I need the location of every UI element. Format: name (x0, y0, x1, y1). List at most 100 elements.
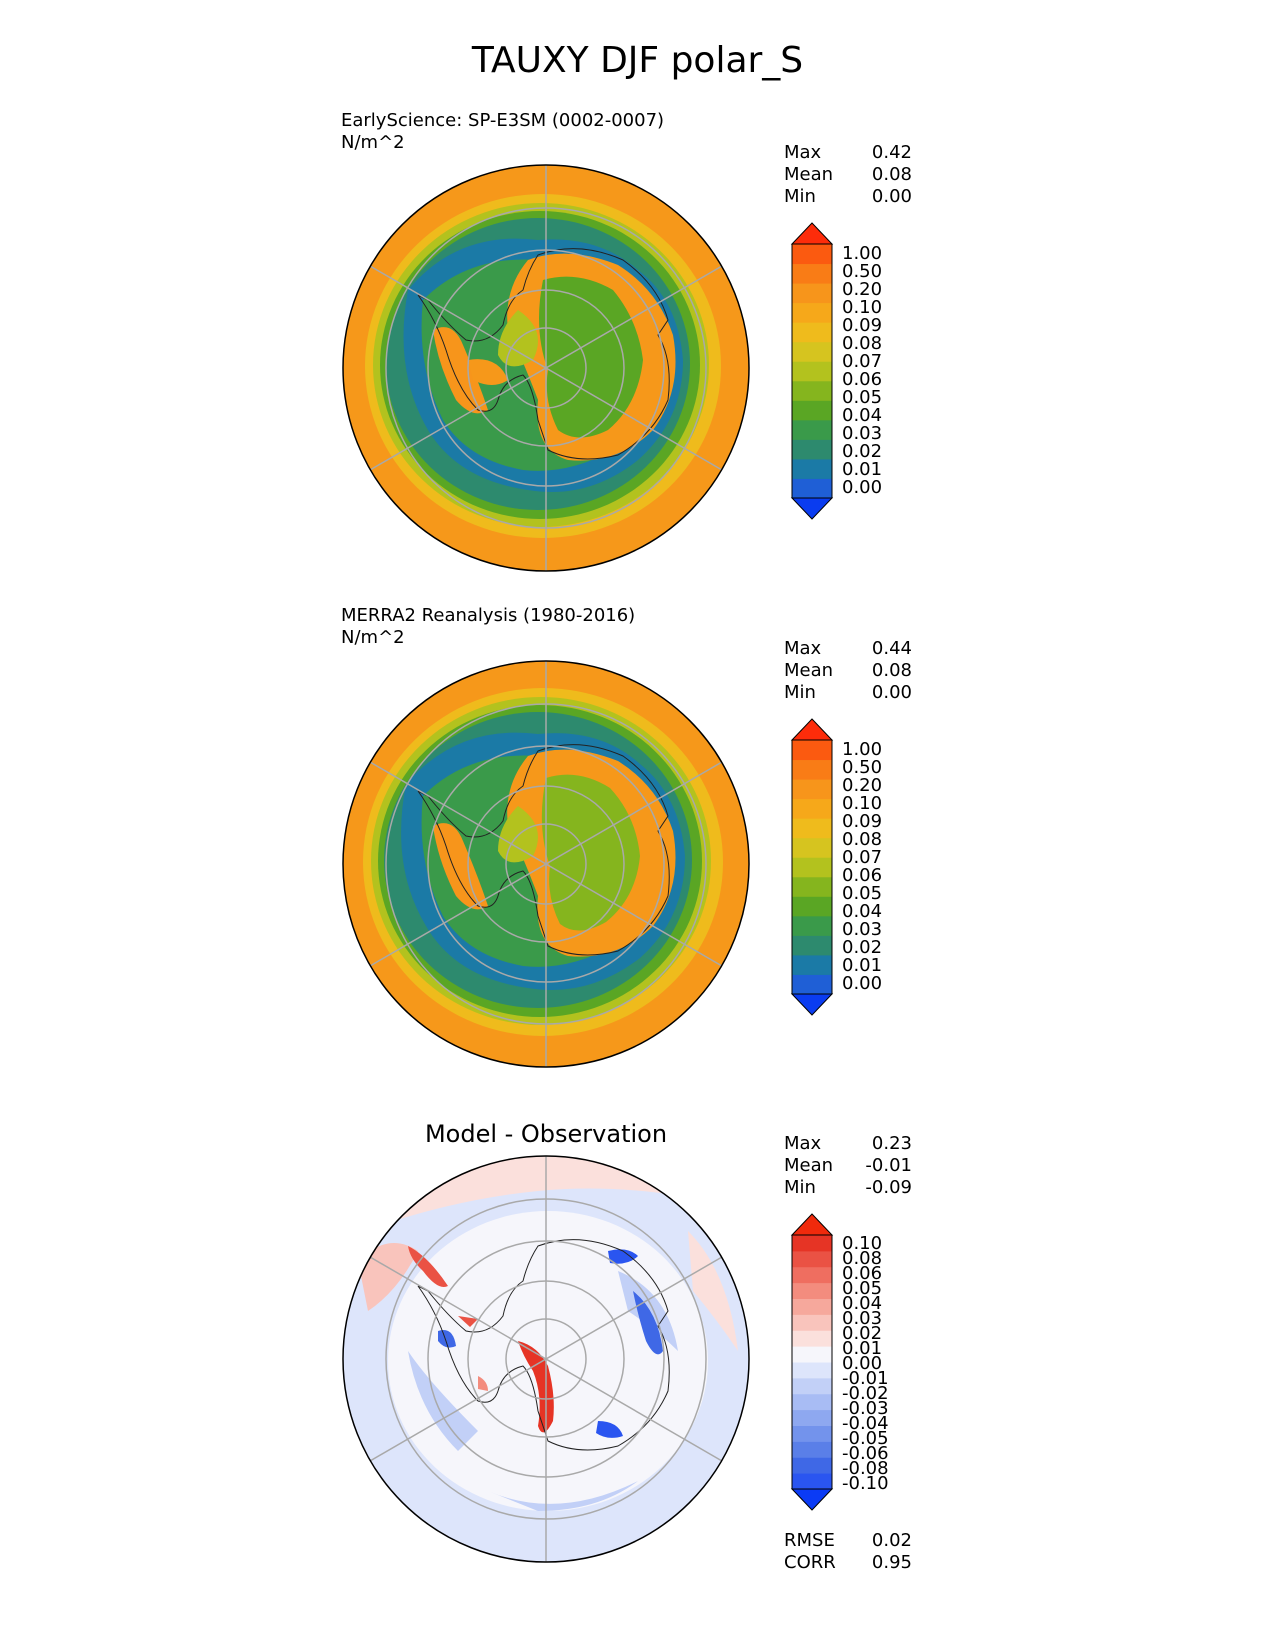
stat-value: 0.42 (871, 142, 912, 163)
colorbar-tick-label: 0.08 (842, 829, 883, 850)
colorbar-swatch (792, 857, 832, 878)
metric-value: 0.02 (871, 1530, 912, 1551)
colorbar-swatch (792, 302, 832, 323)
colorbar-extend-max (790, 718, 834, 741)
colorbar-swatch (792, 915, 832, 936)
stat-label: Min (784, 1177, 816, 1198)
stat-label: Mean (784, 1155, 834, 1176)
colorbar-swatch (792, 478, 832, 499)
panel-title-line: EarlyScience: SP-E3SM (0002-0007) (341, 110, 665, 131)
colorbar-tick-label: 0.06 (842, 1263, 883, 1284)
colorbar-tick-label: 0.00 (842, 973, 883, 994)
colorbar-tick-label: 0.08 (842, 333, 883, 354)
stat-value: 0.23 (871, 1133, 912, 1154)
colorbar-swatch (792, 1409, 832, 1426)
colorbar-swatch (792, 263, 832, 284)
diff-title: Model - Observation (424, 1120, 668, 1148)
stat-value: 0.44 (871, 638, 912, 659)
colorbar-tick-label: 0.05 (842, 883, 883, 904)
colorbar-swatch (792, 458, 832, 479)
colorbar-outline (791, 243, 833, 499)
colorbar-tick-label: 1.00 (842, 739, 883, 760)
colorbar-swatch (792, 1282, 832, 1299)
colorbar-test (790, 222, 834, 520)
colorbar-swatch (792, 1425, 832, 1442)
colorbar-ticks-diff: 0.10 0.08 0.06 0.05 0.04 0.03 0.02 0.01 0.00 -0.0… (842, 1233, 889, 1494)
colorbar-tick-label: 0.00 (842, 1353, 883, 1374)
colorbar-swatch (792, 322, 832, 343)
colorbar-swatch (792, 1330, 832, 1347)
colorbar-tick-label: 0.08 (842, 1248, 883, 1269)
colorbar-outline (791, 1234, 833, 1490)
colorbar-tick-label: 0.06 (842, 369, 883, 390)
colorbar-extend-max (790, 222, 834, 245)
colorbar-tick-label: 0.20 (842, 775, 883, 796)
colorbar-tick-label: 0.02 (842, 937, 883, 958)
colorbar-swatch (792, 954, 832, 975)
stat-label: Max (784, 1133, 822, 1154)
colorbar-swatch (792, 1235, 832, 1252)
colorbar-outline (791, 739, 833, 995)
colorbar-swatch (792, 1266, 832, 1284)
colorbar-swatch (792, 779, 832, 800)
colorbar-tick-label: 0.03 (842, 919, 883, 940)
colorbar-tick-label: -0.02 (842, 1383, 889, 1404)
metric-label: RMSE (784, 1530, 835, 1551)
stat-value: -0.09 (865, 1177, 912, 1198)
panel-title-reference: MERRA2 Reanalysis (1980-2016) N/m^2 (341, 605, 635, 649)
colorbar-tick-label: 0.07 (842, 847, 883, 868)
metric-value: 0.95 (871, 1552, 912, 1573)
colorbar-tick-label: 0.50 (842, 757, 883, 778)
stat-value: 0.00 (871, 682, 912, 703)
stat-value: -0.01 (865, 1155, 912, 1176)
colorbar-swatch (792, 1362, 832, 1379)
colorbar-tick-label: 0.02 (842, 441, 883, 462)
stat-label: Mean (784, 660, 834, 681)
stats-test: Max 0.42 Mean 0.08 Min 0.00 (784, 142, 912, 208)
stat-label: Mean (784, 164, 834, 185)
colorbar-swatch (792, 798, 832, 819)
colorbar-tick-label: 0.00 (842, 477, 883, 498)
metric-label: CORR (784, 1552, 836, 1573)
colorbar-swatch (792, 283, 832, 304)
colorbar-swatch (792, 341, 832, 362)
colorbar-tick-label: 0.04 (842, 405, 883, 426)
colorbar-swatch (792, 419, 832, 440)
colorbar-tick-label: 0.10 (842, 1233, 883, 1254)
colorbar-swatch (792, 244, 832, 265)
panel-units: N/m^2 (341, 627, 405, 648)
colorbar-tick-label: 0.09 (842, 315, 883, 336)
colorbar-tick-label: -0.10 (842, 1473, 889, 1494)
colorbar-tick-label: 0.01 (842, 459, 883, 480)
colorbar-swatch (792, 1314, 832, 1331)
stat-label: Min (784, 682, 816, 703)
colorbar-tick-label: 0.01 (842, 1338, 883, 1359)
colorbar-swatch (792, 896, 832, 917)
colorbar-tick-label: 0.50 (842, 261, 883, 282)
colorbar-extend-min (790, 993, 834, 1016)
colorbar-swatch (792, 759, 832, 780)
colorbar-tick-label: 0.05 (842, 387, 883, 408)
stat-value: 0.08 (871, 660, 912, 681)
colorbar-tick-label: 0.05 (842, 1278, 883, 1299)
panel-title-test: EarlyScience: SP-E3SM (0002-0007) N/m^2 (341, 110, 664, 154)
colorbar-tick-label: 0.06 (842, 865, 883, 886)
colorbar-swatch (792, 1473, 832, 1490)
polar-map-test (342, 164, 750, 572)
colorbar-swatch (792, 1393, 832, 1411)
colorbar-swatch (792, 1346, 832, 1363)
colorbar-swatch (792, 361, 832, 382)
colorbar-swatch (792, 1457, 832, 1474)
stats-reference: Max 0.44 Mean 0.08 Min 0.00 (784, 638, 912, 704)
colorbar-swatch (792, 974, 832, 995)
colorbar-tick-label: 0.09 (842, 811, 883, 832)
colorbar-swatch (792, 1298, 832, 1315)
colorbar-tick-label: -0.06 (842, 1443, 889, 1464)
colorbar-extend-max (790, 1213, 834, 1236)
colorbar-tick-label: -0.01 (842, 1368, 889, 1389)
colorbar-swatch (792, 1441, 832, 1458)
colorbar-tick-label: -0.05 (842, 1428, 889, 1449)
colorbar-swatch (792, 1250, 832, 1268)
colorbar-tick-label: 0.07 (842, 351, 883, 372)
stat-value: 0.08 (871, 164, 912, 185)
